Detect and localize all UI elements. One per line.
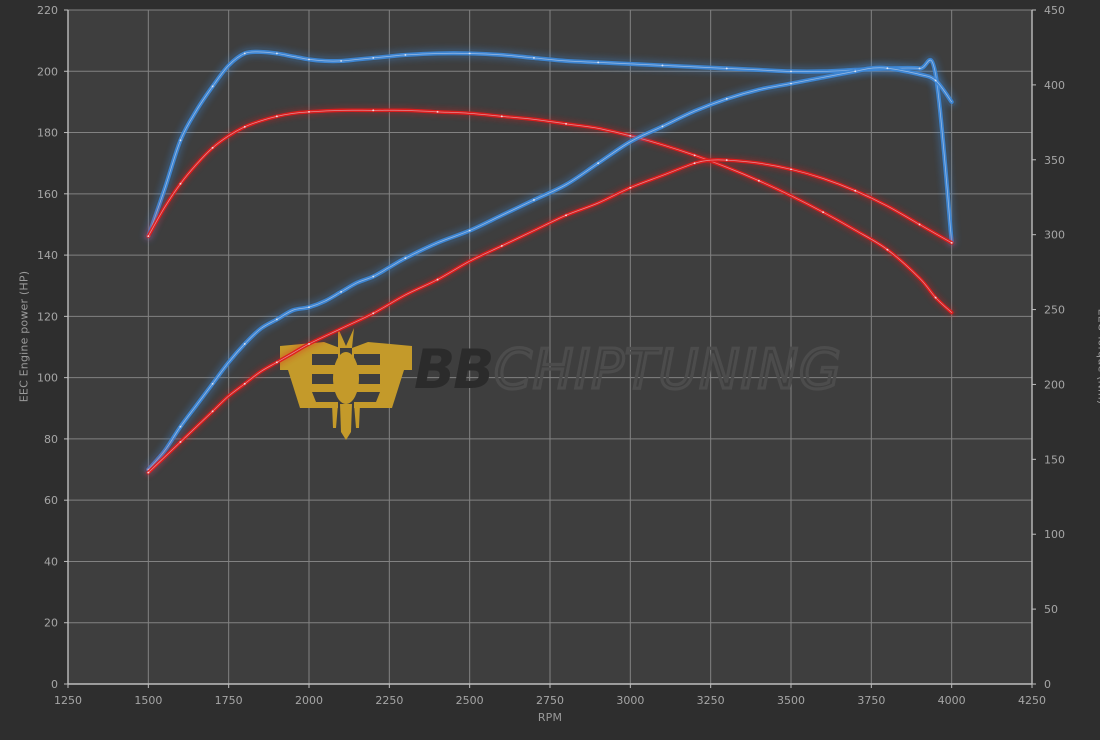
svg-text:200: 200 [1044,378,1065,391]
svg-text:2250: 2250 [375,694,403,707]
svg-text:140: 140 [37,249,58,262]
svg-text:2000: 2000 [295,694,323,707]
svg-text:350: 350 [1044,154,1065,167]
svg-text:3500: 3500 [777,694,805,707]
svg-text:1500: 1500 [134,694,162,707]
svg-text:220: 220 [37,4,58,17]
svg-text:150: 150 [1044,453,1065,466]
svg-text:40: 40 [44,555,58,568]
svg-text:250: 250 [1044,304,1065,317]
watermark-bb-text: BB [414,338,492,401]
svg-text:3250: 3250 [697,694,725,707]
svg-text:180: 180 [37,127,58,140]
series-0 [143,47,957,247]
svg-text:60: 60 [44,494,58,507]
svg-text:20: 20 [44,617,58,630]
svg-text:450: 450 [1044,4,1065,17]
grid-lines [68,9,1032,684]
svg-text:100: 100 [1044,528,1065,541]
svg-text:120: 120 [37,310,58,323]
svg-text:0: 0 [51,678,58,691]
svg-text:160: 160 [37,188,58,201]
data-series-layer [143,47,957,477]
svg-text:2500: 2500 [456,694,484,707]
svg-text:2750: 2750 [536,694,564,707]
svg-text:4250: 4250 [1018,694,1046,707]
watermark: BB CHIPTUNING [280,328,842,440]
svg-text:80: 80 [44,433,58,446]
svg-text:50: 50 [1044,603,1058,616]
tick-labels: 1250 1500 1750 2000 2250 2500 2750 3000 3250 3500… [37,4,1065,707]
watermark-chiptuning-text: CHIPTUNING [494,338,842,401]
svg-text:400: 400 [1044,79,1065,92]
svg-text:4000: 4000 [938,694,966,707]
svg-text:3750: 3750 [857,694,885,707]
svg-text:1250: 1250 [54,694,82,707]
y-axis-right-title: EEC Torque (Nm) [1095,308,1100,405]
svg-text:300: 300 [1044,229,1065,242]
y-axis-left-title: EEC Engine power (HP) [17,270,31,403]
x-axis-title: RPM [537,711,563,724]
svg-text:100: 100 [37,372,58,385]
svg-text:200: 200 [37,65,58,78]
svg-text:3000: 3000 [616,694,644,707]
svg-text:0: 0 [1044,678,1051,691]
svg-text:1750: 1750 [215,694,243,707]
series-3 [144,156,956,477]
series-2 [143,63,957,475]
series-1 [144,106,956,317]
